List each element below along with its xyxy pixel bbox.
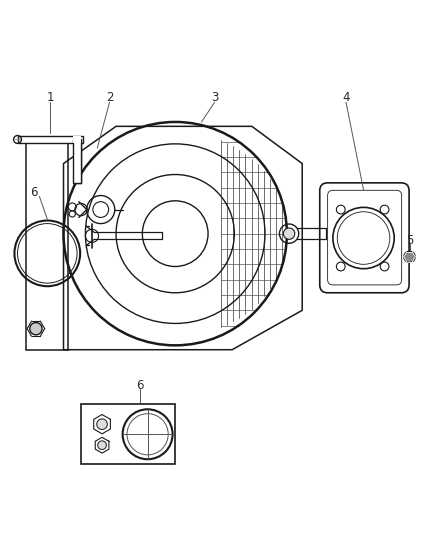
Text: 3: 3 <box>211 91 218 104</box>
Circle shape <box>404 251 415 263</box>
Bar <box>81 405 175 464</box>
Bar <box>18 135 83 143</box>
Circle shape <box>97 419 107 430</box>
Text: 6: 6 <box>136 379 144 392</box>
Circle shape <box>30 322 42 335</box>
Text: 4: 4 <box>342 91 350 104</box>
Text: 6: 6 <box>30 187 38 199</box>
Text: 2: 2 <box>106 91 113 104</box>
Circle shape <box>98 441 106 449</box>
Text: 5: 5 <box>406 233 413 247</box>
Circle shape <box>283 228 295 239</box>
Bar <box>73 135 81 143</box>
Bar <box>73 140 81 183</box>
Text: 1: 1 <box>46 91 54 104</box>
